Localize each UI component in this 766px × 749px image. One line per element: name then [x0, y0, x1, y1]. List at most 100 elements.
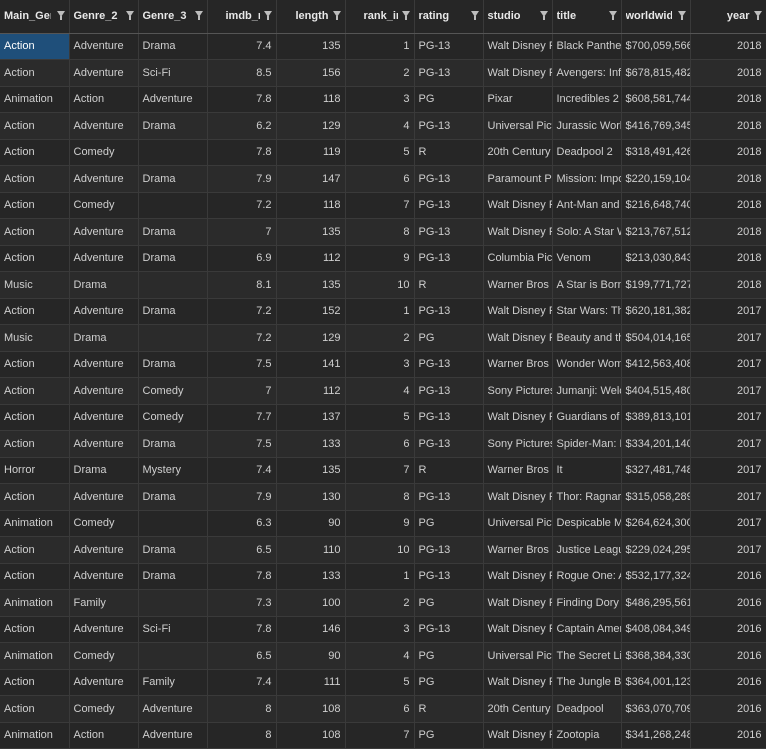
filter-icon[interactable] [125, 11, 134, 20]
cell-rating[interactable]: PG [414, 669, 484, 696]
cell-Genre-2[interactable]: Adventure [69, 351, 139, 378]
cell-Main-Genre[interactable]: Action [0, 377, 70, 405]
table-row[interactable]: Action Adventure Sci-Fi 8.5 156 2 PG-13 Walt Di… [0, 59, 766, 87]
cell-worldwide-gross[interactable]: $341,268,248 [621, 722, 691, 749]
cell-year[interactable]: 2018 [690, 33, 766, 60]
cell-rating[interactable]: PG-13 [414, 218, 484, 246]
cell-length[interactable]: 129 [276, 324, 346, 352]
cell-Genre-2[interactable]: Adventure [69, 59, 139, 87]
cell-year[interactable]: 2018 [690, 86, 766, 113]
cell-length[interactable]: 147 [276, 165, 346, 193]
cell-Genre-2[interactable]: Comedy [69, 695, 139, 723]
cell-studio[interactable]: Sony Pictures [483, 430, 553, 458]
cell-Genre-3[interactable]: Drama [138, 298, 208, 325]
cell-Genre-3[interactable]: Sci-Fi [138, 616, 208, 643]
cell-Genre-2[interactable]: Drama [69, 457, 139, 484]
cell-studio[interactable]: Walt Disney Pictures [483, 218, 553, 246]
cell-rank-in-year[interactable]: 7 [345, 457, 415, 484]
cell-Genre-2[interactable]: Comedy [69, 642, 139, 670]
cell-rating[interactable]: PG [414, 589, 484, 617]
cell-imdb-rating[interactable]: 6.9 [207, 245, 277, 272]
cell-imdb-rating[interactable]: 7.2 [207, 324, 277, 352]
cell-Genre-2[interactable]: Adventure [69, 536, 139, 564]
cell-length[interactable]: 129 [276, 112, 346, 140]
cell-title[interactable]: Finding Dory [552, 589, 622, 617]
cell-year[interactable]: 2018 [690, 112, 766, 140]
cell-length[interactable]: 156 [276, 59, 346, 87]
cell-year[interactable]: 2018 [690, 165, 766, 193]
cell-imdb-rating[interactable]: 8.1 [207, 271, 277, 299]
cell-rank-in-year[interactable]: 2 [345, 589, 415, 617]
cell-Genre-2[interactable]: Adventure [69, 165, 139, 193]
cell-length[interactable]: 137 [276, 404, 346, 431]
cell-Genre-3[interactable]: Drama [138, 536, 208, 564]
cell-title[interactable]: Rogue One: A Star Wars Story [552, 563, 622, 590]
cell-rating[interactable]: PG [414, 642, 484, 670]
cell-studio[interactable]: Walt Disney Pictures [483, 589, 553, 617]
table-row[interactable]: Action Adventure Drama 7 135 8 PG-13 Walt Disne… [0, 218, 766, 246]
cell-year[interactable]: 2017 [690, 351, 766, 378]
filter-icon[interactable] [677, 11, 686, 20]
cell-title[interactable]: It [552, 457, 622, 484]
cell-Main-Genre[interactable]: Action [0, 165, 70, 193]
cell-rating[interactable]: PG-13 [414, 430, 484, 458]
cell-imdb-rating[interactable]: 7.5 [207, 430, 277, 458]
cell-title[interactable]: Deadpool 2 [552, 139, 622, 166]
cell-Main-Genre[interactable]: Action [0, 218, 70, 246]
cell-worldwide-gross[interactable]: $504,014,165 [621, 324, 691, 352]
cell-rank-in-year[interactable]: 1 [345, 298, 415, 325]
cell-year[interactable]: 2017 [690, 298, 766, 325]
cell-rank-in-year[interactable]: 7 [345, 722, 415, 749]
cell-rating[interactable]: PG-13 [414, 298, 484, 325]
cell-length[interactable]: 133 [276, 563, 346, 590]
cell-Main-Genre[interactable]: Animation [0, 510, 70, 537]
cell-worldwide-gross[interactable]: $404,515,480 [621, 377, 691, 405]
cell-imdb-rating[interactable]: 7.4 [207, 457, 277, 484]
cell-rating[interactable]: PG [414, 722, 484, 749]
cell-studio[interactable]: Pixar [483, 86, 553, 113]
cell-year[interactable]: 2018 [690, 271, 766, 299]
cell-year[interactable]: 2017 [690, 324, 766, 352]
cell-worldwide-gross[interactable]: $364,001,123 [621, 669, 691, 696]
cell-Main-Genre[interactable]: Action [0, 298, 70, 325]
cell-Main-Genre[interactable]: Animation [0, 722, 70, 749]
cell-Genre-3[interactable]: Adventure [138, 722, 208, 749]
cell-imdb-rating[interactable]: 7.9 [207, 483, 277, 511]
cell-imdb-rating[interactable]: 7.4 [207, 33, 277, 60]
cell-title[interactable]: Thor: Ragnarok [552, 483, 622, 511]
column-header-studio[interactable]: studio [483, 0, 553, 34]
cell-studio[interactable]: Walt Disney Pictures [483, 33, 553, 60]
cell-studio[interactable]: Warner Bros [483, 351, 553, 378]
filter-icon[interactable] [753, 11, 762, 20]
cell-Genre-3[interactable] [138, 510, 208, 537]
cell-rating[interactable]: PG-13 [414, 483, 484, 511]
cell-rank-in-year[interactable]: 4 [345, 377, 415, 405]
cell-length[interactable]: 135 [276, 33, 346, 60]
cell-year[interactable]: 2016 [690, 695, 766, 723]
cell-title[interactable]: Jurassic World: Fallen Kingdom [552, 112, 622, 140]
cell-worldwide-gross[interactable]: $264,624,300 [621, 510, 691, 537]
cell-worldwide-gross[interactable]: $220,159,104 [621, 165, 691, 193]
cell-imdb-rating[interactable]: 6.5 [207, 642, 277, 670]
cell-Genre-3[interactable]: Drama [138, 112, 208, 140]
cell-studio[interactable]: Sony Pictures [483, 377, 553, 405]
cell-year[interactable]: 2017 [690, 404, 766, 431]
cell-length[interactable]: 111 [276, 669, 346, 696]
cell-year[interactable]: 2018 [690, 218, 766, 246]
cell-rank-in-year[interactable]: 3 [345, 86, 415, 113]
cell-length[interactable]: 90 [276, 642, 346, 670]
cell-length[interactable]: 135 [276, 218, 346, 246]
cell-Genre-2[interactable]: Adventure [69, 377, 139, 405]
table-row[interactable]: Action Comedy Adventure 8 108 6 R 20th Century … [0, 695, 766, 723]
cell-year[interactable]: 2016 [690, 669, 766, 696]
cell-Genre-2[interactable]: Adventure [69, 430, 139, 458]
cell-length[interactable]: 108 [276, 722, 346, 749]
cell-rating[interactable]: R [414, 457, 484, 484]
cell-imdb-rating[interactable]: 8 [207, 722, 277, 749]
cell-studio[interactable]: Walt Disney Pictures [483, 324, 553, 352]
cell-Genre-3[interactable] [138, 324, 208, 352]
cell-Main-Genre[interactable]: Animation [0, 642, 70, 670]
cell-rating[interactable]: PG-13 [414, 192, 484, 219]
